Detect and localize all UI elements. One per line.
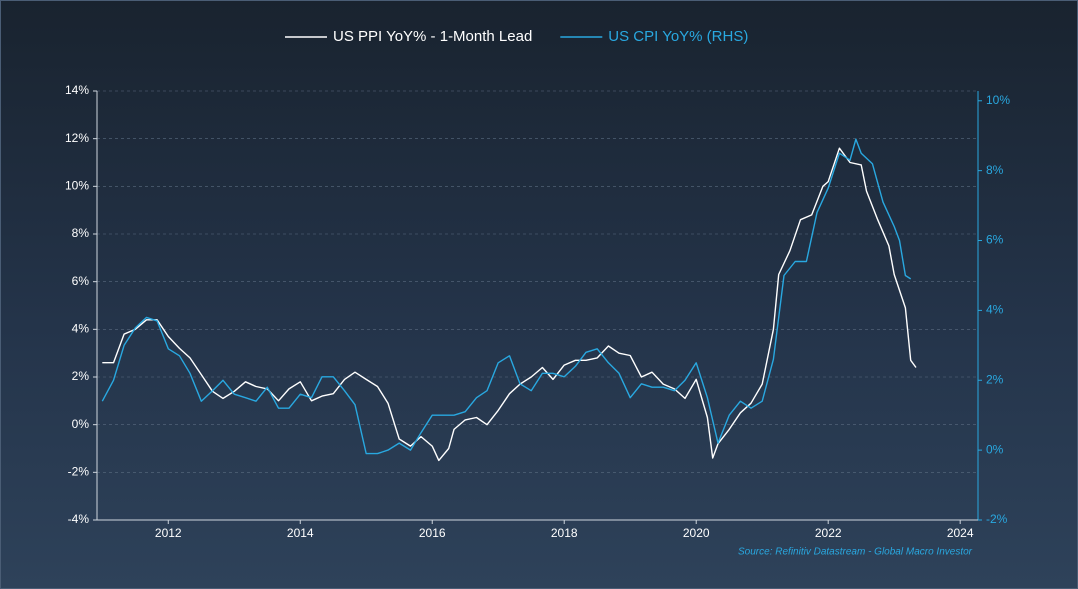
x-tick-label: 2022 xyxy=(815,526,842,540)
line-series xyxy=(101,138,912,455)
y-tick-label: 6% xyxy=(72,274,90,288)
y2-tick-label: 6% xyxy=(986,233,1004,247)
y2-tick-label: 8% xyxy=(986,163,1004,177)
y2-tick-label: 2% xyxy=(986,372,1004,386)
y2-tick-label: 10% xyxy=(986,93,1010,107)
y2-tick-label: 0% xyxy=(986,442,1004,456)
x-tick-label: 2020 xyxy=(683,526,710,540)
source: Source: Refinitiv Datastream - Global Ma… xyxy=(738,547,973,558)
x-tick-label: 2014 xyxy=(287,526,314,540)
y-tick-label: 8% xyxy=(72,226,90,240)
x-tick-label: 2016 xyxy=(419,526,446,540)
y-tick-label: 4% xyxy=(72,322,90,336)
y-tick-label: 2% xyxy=(72,369,90,383)
y-tick-label: 10% xyxy=(65,179,89,193)
y-tick-label: 14% xyxy=(65,83,89,97)
x-tick-label: 2024 xyxy=(947,526,974,540)
x-tick-label: 2012 xyxy=(155,526,182,540)
y2-tick-label: 4% xyxy=(986,303,1004,317)
legend: US PPI YoY% - 1-Month Lead US CPI YoY% (R… xyxy=(285,28,748,45)
x-tick-label: 2018 xyxy=(551,526,578,540)
y-tick-label: -4% xyxy=(68,512,90,526)
legend-label: US PPI YoY% - 1-Month Lead xyxy=(333,28,532,45)
y-tick-label: 12% xyxy=(65,131,89,145)
y-tick-label: -2% xyxy=(68,465,90,479)
legend-label: US CPI YoY% (RHS) xyxy=(608,28,748,45)
y-tick-label: 0% xyxy=(72,417,90,431)
line-series xyxy=(102,147,917,462)
y2-tick-label: -2% xyxy=(986,512,1008,526)
